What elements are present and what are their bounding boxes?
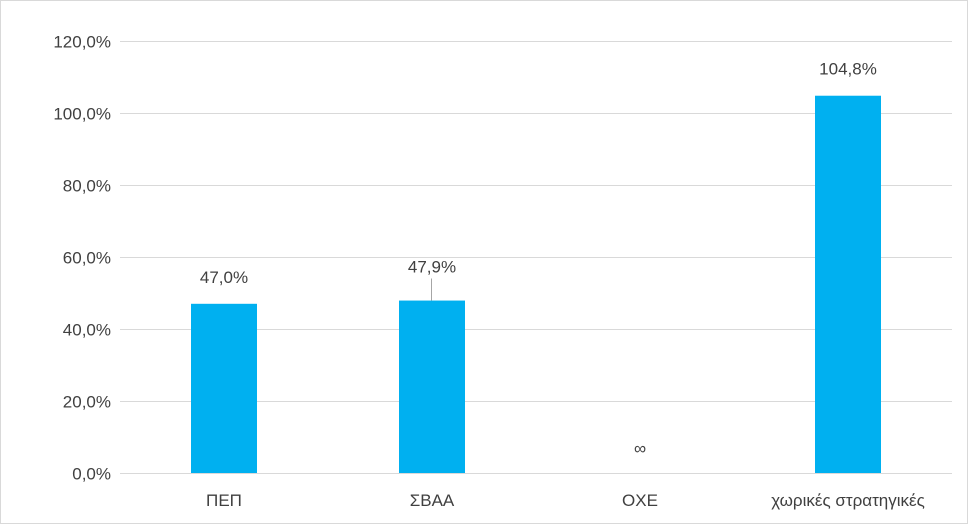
bars <box>191 95 881 473</box>
y-tick-label: 120,0% <box>53 33 111 52</box>
data-labels: 47,0% 47,9% ∞ 104,8% <box>200 60 877 458</box>
category-label: ΟΧΕ <box>622 491 658 510</box>
x-axis-category-labels: ΠΕΠ ΣΒΑΑ ΟΧΕ χωρικές στρατηγικές <box>206 491 925 510</box>
y-tick-label: 40,0% <box>63 321 111 340</box>
category-label: ΣΒΑΑ <box>410 491 455 510</box>
y-axis-tick-labels: 0,0% 20,0% 40,0% 60,0% 80,0% 100,0% 120,0% <box>53 33 111 484</box>
bar <box>399 300 465 473</box>
y-tick-label: 60,0% <box>63 249 111 268</box>
data-label: 47,0% <box>200 268 248 287</box>
y-tick-label: 80,0% <box>63 177 111 196</box>
data-label: 104,8% <box>819 60 877 79</box>
y-tick-label: 20,0% <box>63 393 111 412</box>
bar <box>191 303 257 473</box>
data-label: 47,9% <box>408 258 456 277</box>
category-label: ΠΕΠ <box>206 491 242 510</box>
data-label: ∞ <box>634 439 646 458</box>
y-tick-label: 100,0% <box>53 105 111 124</box>
y-tick-label: 0,0% <box>72 465 111 484</box>
category-label: χωρικές στρατηγικές <box>771 491 925 510</box>
gridlines <box>120 41 952 474</box>
bar <box>815 95 881 473</box>
